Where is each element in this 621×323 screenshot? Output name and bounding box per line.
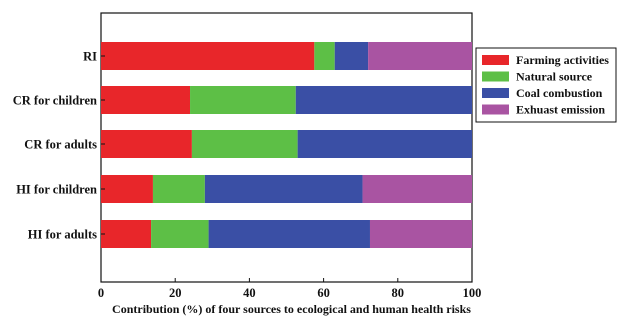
bar-segment	[295, 86, 472, 114]
category-label: RI	[83, 50, 97, 64]
bar-segment	[362, 175, 472, 203]
bar-segment	[297, 130, 472, 158]
legend-swatch	[482, 88, 509, 98]
bar-segment	[204, 175, 363, 203]
bar-segment	[369, 220, 472, 248]
category-label: HI for adults	[28, 228, 97, 242]
x-axis-ticks: 0 20 40 60 80 100	[98, 278, 482, 300]
legend-label: Exhuast emission	[516, 103, 605, 117]
bar-segment	[101, 220, 152, 248]
bar-segment	[152, 175, 205, 203]
category-label: CR for adults	[24, 138, 97, 152]
legend-swatch	[482, 104, 509, 115]
x-tick-label: 0	[98, 286, 104, 300]
bar-segment	[314, 42, 335, 70]
legend-swatch	[482, 71, 509, 82]
x-tick-label: 60	[317, 286, 330, 300]
bar-segment	[101, 86, 191, 114]
bar-segment	[101, 42, 315, 70]
x-tick-label: 40	[243, 286, 256, 300]
bar-segment	[151, 220, 209, 248]
category-label: HI for children	[16, 183, 97, 197]
category-label: CR for children	[13, 94, 97, 108]
bar-segment	[101, 130, 192, 158]
x-axis-title: Contribution (%) of four sources to ecol…	[112, 302, 471, 316]
x-tick-label: 20	[169, 286, 182, 300]
bars-group	[101, 42, 472, 248]
bar-segment	[191, 130, 298, 158]
bar-segment	[208, 220, 370, 248]
legend-label: Natural source	[516, 70, 593, 84]
x-tick-label: 80	[392, 286, 405, 300]
legend-label: Coal combustion	[516, 86, 603, 100]
bar-segment	[190, 86, 296, 114]
x-tick-label: 100	[463, 286, 482, 300]
bar-segment	[368, 42, 472, 70]
category-labels: RI CR for children CR for adults HI for chi…	[13, 50, 105, 242]
legend-label: Farming activities	[516, 53, 609, 67]
legend: Farming activities Natural source Coal com…	[475, 47, 617, 123]
legend-swatch	[482, 55, 509, 65]
bar-segment	[334, 42, 369, 70]
bar-segment	[101, 175, 153, 203]
